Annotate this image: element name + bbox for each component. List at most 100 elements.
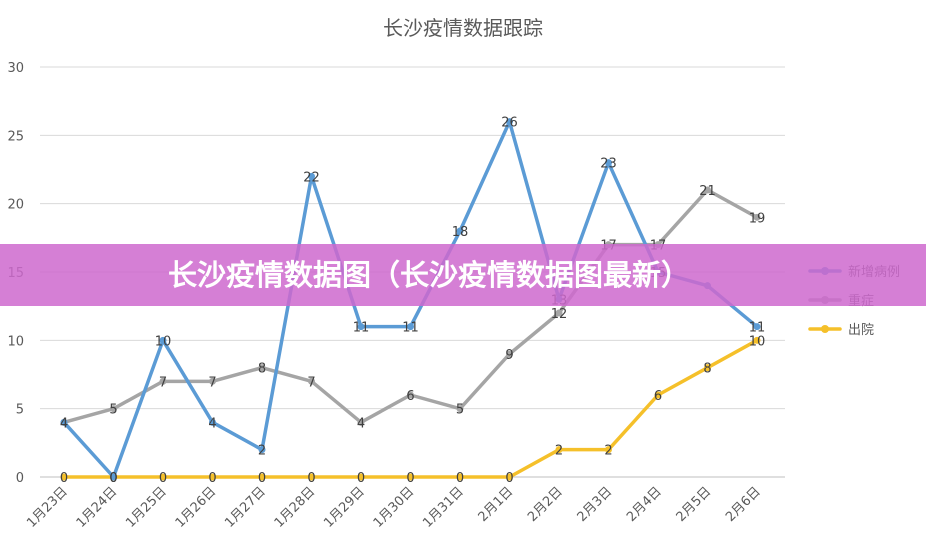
data-label: 4 [60,416,68,431]
data-point [605,159,612,167]
data-label: 4 [60,416,68,431]
data-point [704,186,711,194]
data-label: 21 [699,184,716,199]
data-label: 0 [456,471,464,486]
data-point [456,473,464,481]
y-tick-label: 25 [7,129,24,144]
data-label: 11 [353,321,370,336]
x-tick-label: 2月2日 [525,484,566,525]
data-labels: 0000000000226810457787465912171721194010… [60,116,765,486]
data-label: 18 [452,225,469,240]
data-label: 11 [749,321,766,336]
data-label: 11 [402,321,419,336]
data-point [605,446,612,454]
data-point [258,364,266,372]
data-label: 26 [501,116,518,131]
x-tick-label: 1月29日 [321,484,368,531]
x-tick-label: 1月27日 [222,484,269,531]
data-point [209,473,216,481]
x-tick-label: 1月31日 [420,484,467,531]
data-point [308,377,315,385]
data-point [555,446,563,454]
y-tick-label: 0 [16,471,24,486]
data-point [357,473,365,481]
data-point [506,118,513,126]
data-label: 4 [357,416,365,431]
y-tick-label: 5 [16,403,24,418]
data-label: 5 [109,403,117,418]
data-point [555,309,563,317]
data-point [704,364,711,372]
x-tick-label: 2月5日 [674,484,715,525]
data-point [753,336,761,344]
x-tick-label: 2月3日 [575,484,616,525]
data-point [357,323,365,331]
data-point [159,473,167,481]
data-point [456,227,464,235]
x-tick-label: 1月28日 [272,484,319,531]
y-tick-label: 20 [7,198,24,213]
data-point [506,350,513,358]
data-point [258,473,266,481]
data-label: 0 [109,471,117,486]
data-point [407,391,414,399]
data-label: 7 [208,375,216,390]
data-point [60,473,68,481]
x-tick-label: 2月6日 [723,484,764,525]
data-label: 23 [600,157,617,172]
data-point [159,377,167,385]
data-point [110,473,117,481]
data-label: 0 [109,471,117,486]
data-label: 2 [604,444,612,459]
data-label: 2 [258,444,266,459]
data-label: 0 [258,471,266,486]
data-label: 9 [505,348,513,363]
y-tick-label: 30 [7,61,24,76]
data-label: 0 [60,471,68,486]
data-point [407,473,414,481]
data-label: 19 [749,211,766,226]
data-point [506,473,513,481]
data-point [654,391,662,399]
data-label: 0 [406,471,414,486]
data-point [159,336,167,344]
y-tick-label: 10 [7,334,24,349]
series-line-1 [62,188,759,425]
data-label: 7 [307,375,315,390]
data-label: 6 [406,389,414,404]
data-label: 10 [155,334,172,349]
data-label: 0 [357,471,365,486]
data-point [258,446,266,454]
data-label: 0 [208,471,216,486]
x-tick-label: 1月30日 [371,484,418,531]
x-axis-tick-labels: 1月23日 1月24日 1月25日 1月26日 1月27日 1月28日 1月29日 1月30日… [24,484,764,531]
x-tick-label: 1月26日 [173,484,220,531]
overlay-banner [0,244,926,306]
data-point [357,418,365,426]
data-label: 7 [159,375,167,390]
data-label: 8 [258,362,266,377]
data-label: 12 [551,307,568,322]
data-point [407,323,414,331]
data-point [308,473,315,481]
legend-label: 出院 [848,323,874,338]
data-label: 4 [208,416,216,431]
x-tick-label: 1月23日 [24,484,71,531]
x-tick-label: 1月25日 [123,484,170,531]
data-label: 5 [456,403,464,418]
data-label: 0 [505,471,513,486]
data-label: 0 [159,471,167,486]
chart-title: 长沙疫情数据跟踪 [383,16,543,40]
x-tick-label: 2月1日 [476,484,517,525]
data-label: 2 [555,444,563,459]
data-point [456,405,464,413]
data-point [209,418,216,426]
data-label: 8 [703,362,711,377]
data-point [60,418,68,426]
data-point [110,405,117,413]
legend-marker [821,325,829,333]
data-label: 0 [307,471,315,486]
data-label: 6 [654,389,662,404]
data-label: 22 [303,170,320,185]
data-label: 10 [749,334,766,349]
